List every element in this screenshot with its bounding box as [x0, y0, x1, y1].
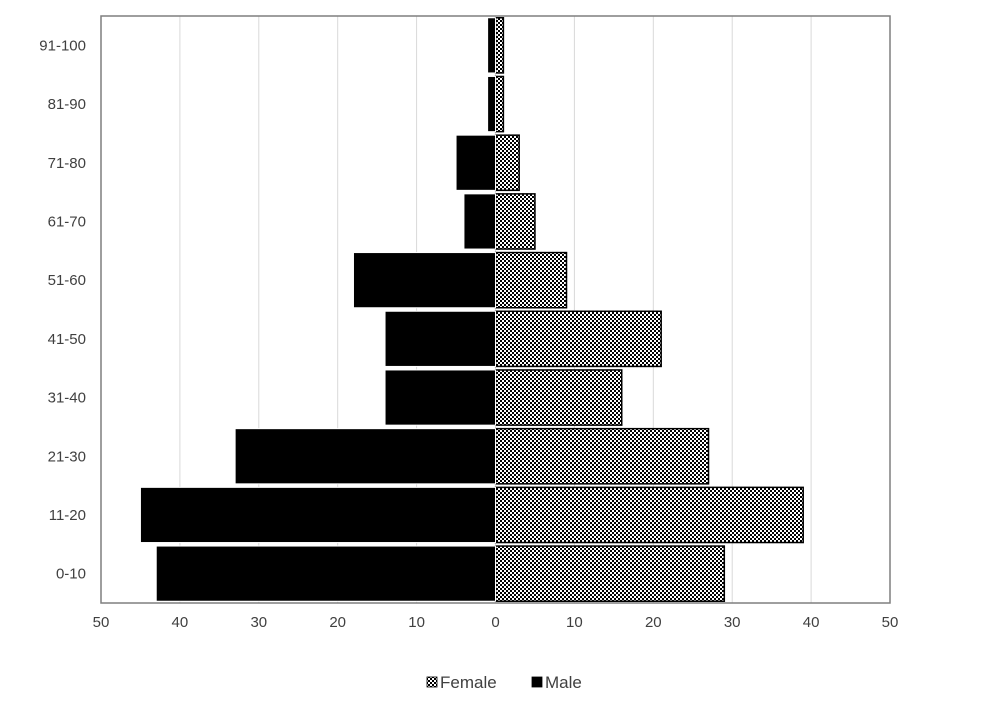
- y-axis-tick-labels: 0-10 11-20 21-30 31-40 41-50 51-60 61-70 71-80 8…: [39, 37, 86, 582]
- bar-male-0-10: [155, 545, 496, 602]
- x-axis-tick-labels: 50 40 30 20 10 0 10 20 30 40 50: [93, 614, 899, 631]
- x-tick-label: 40: [803, 614, 820, 631]
- legend: Female Male: [426, 673, 582, 692]
- x-tick-label: 0: [491, 614, 499, 631]
- y-tick-label: 11-20: [49, 507, 86, 524]
- bar-male-61-70: [463, 193, 497, 250]
- x-tick-label: 10: [408, 614, 425, 631]
- bar-male-41-50: [384, 310, 497, 367]
- legend-label-male: Male: [545, 673, 582, 692]
- x-tick-label: 10: [566, 614, 583, 631]
- legend-swatch-female: [426, 676, 438, 688]
- y-tick-label: 0-10: [56, 566, 86, 583]
- bar-female-41-50: [494, 310, 662, 368]
- bar-male-21-30: [234, 428, 496, 485]
- bar-female-21-30: [494, 427, 710, 485]
- y-tick-label: 81-90: [48, 96, 86, 113]
- bar-male-51-60: [352, 252, 497, 309]
- x-tick-label: 30: [724, 614, 741, 631]
- bar-female-81-90: [494, 75, 505, 133]
- x-tick-label: 40: [172, 614, 189, 631]
- x-tick-label: 30: [250, 614, 267, 631]
- bar-male-91-100: [487, 17, 496, 74]
- bar-female-61-70: [494, 193, 536, 250]
- y-tick-label: 71-80: [48, 155, 86, 172]
- y-tick-label: 31-40: [48, 390, 86, 407]
- legend-swatch-male: [531, 676, 543, 688]
- y-tick-label: 51-60: [48, 272, 86, 289]
- x-tick-label: 50: [93, 614, 110, 631]
- bar-male-81-90: [487, 75, 496, 133]
- bar-female-11-20: [494, 486, 804, 544]
- y-tick-label: 91-100: [39, 37, 86, 54]
- bar-male-11-20: [139, 486, 496, 544]
- bar-male-71-80: [455, 134, 496, 191]
- bar-female-51-60: [494, 251, 568, 309]
- y-tick-label: 41-50: [48, 331, 86, 348]
- x-tick-label: 20: [645, 614, 662, 631]
- y-tick-label: 21-30: [48, 448, 86, 465]
- y-tick-label: 61-70: [48, 213, 86, 230]
- bar-female-31-40: [494, 369, 623, 426]
- plot-area-frame: [100, 15, 891, 604]
- bar-female-91-100: [494, 17, 505, 74]
- legend-label-female: Female: [440, 673, 497, 692]
- bars: [139, 17, 804, 602]
- bar-female-0-10: [494, 545, 726, 602]
- bar-female-71-80: [494, 134, 520, 192]
- bar-male-31-40: [384, 369, 497, 426]
- x-tick-label: 20: [329, 614, 346, 631]
- x-tick-label: 50: [882, 614, 899, 631]
